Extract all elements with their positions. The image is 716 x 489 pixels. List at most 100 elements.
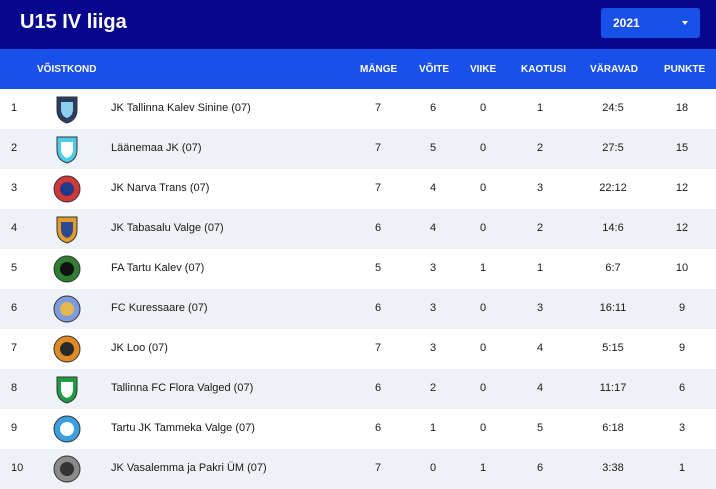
position: 2	[11, 142, 18, 154]
table-row[interactable]: 5 FA Tartu Kalev (07) 5 3 1 1 6:7 10	[0, 249, 716, 289]
team-name[interactable]: FA Tartu Kalev (07)	[111, 262, 205, 274]
header-won[interactable]: VÕITE	[419, 64, 450, 75]
team-logo-icon	[52, 94, 82, 124]
team-logo-icon	[52, 214, 82, 244]
draw: 0	[479, 422, 487, 434]
played: 7	[374, 342, 382, 354]
team-name[interactable]: JK Tabasalu Valge (07)	[111, 222, 224, 234]
points: 6	[678, 382, 686, 394]
lost: 4	[536, 382, 544, 394]
played: 6	[374, 422, 382, 434]
draw: 0	[479, 302, 487, 314]
table-row[interactable]: 6 FC Kuressaare (07) 6 3 0 3 16:11 9	[0, 289, 716, 329]
team-logo-icon	[52, 134, 82, 164]
goals: 11:17	[599, 382, 627, 394]
table-row[interactable]: 7 JK Loo (07) 7 3 0 4 5:15 9	[0, 329, 716, 369]
points: 9	[678, 342, 686, 354]
draw: 0	[479, 142, 487, 154]
table-row[interactable]: 1 JK Tallinna Kalev Sinine (07) 7 6 0 1 …	[0, 89, 716, 129]
position: 3	[11, 182, 18, 194]
draw: 0	[479, 182, 487, 194]
season-select-value: 2021	[613, 16, 640, 30]
position: 8	[11, 382, 18, 394]
points: 12	[675, 222, 689, 234]
team-logo-icon	[52, 254, 82, 284]
position: 4	[11, 222, 18, 234]
header-played[interactable]: MÄNGE	[360, 64, 398, 75]
team-logo-icon	[52, 334, 82, 364]
position: 9	[11, 422, 18, 434]
played: 7	[374, 182, 382, 194]
draw: 0	[479, 342, 487, 354]
table-row[interactable]: 4 JK Tabasalu Valge (07) 6 4 0 2 14:6 12	[0, 209, 716, 249]
won: 4	[429, 182, 437, 194]
team-logo-icon	[52, 294, 82, 324]
played: 7	[374, 462, 382, 474]
won: 4	[429, 222, 437, 234]
team-name[interactable]: Läänemaa JK (07)	[111, 142, 202, 154]
played: 7	[374, 142, 382, 154]
team-name[interactable]: JK Loo (07)	[111, 342, 168, 354]
won: 5	[429, 142, 437, 154]
team-logo-icon	[52, 454, 82, 484]
goals: 3:38	[602, 462, 624, 474]
lost: 1	[536, 102, 544, 114]
table-header: VÕISTKOND MÄNGE VÕITE VIIKE KAOTUSI VÄRA…	[0, 49, 716, 89]
points: 18	[675, 102, 689, 114]
team-name[interactable]: JK Narva Trans (07)	[111, 182, 210, 194]
lost: 2	[536, 142, 544, 154]
team-name[interactable]: FC Kuressaare (07)	[111, 302, 208, 314]
won: 2	[429, 382, 437, 394]
table-row[interactable]: 3 JK Narva Trans (07) 7 4 0 3 22:12 12	[0, 169, 716, 209]
won: 3	[429, 302, 437, 314]
table-row[interactable]: 2 Läänemaa JK (07) 7 5 0 2 27:5 15	[0, 129, 716, 169]
season-select[interactable]: 2021	[601, 8, 700, 38]
lost: 3	[536, 182, 544, 194]
draw: 0	[479, 382, 487, 394]
lost: 2	[536, 222, 544, 234]
lost: 6	[536, 462, 544, 474]
table-row[interactable]: 9 Tartu JK Tammeka Valge (07) 6 1 0 5 6:…	[0, 409, 716, 449]
header-lost[interactable]: KAOTUSI	[521, 64, 566, 75]
team-name[interactable]: JK Tallinna Kalev Sinine (07)	[111, 102, 251, 114]
goals: 5:15	[602, 342, 624, 354]
goals: 14:6	[602, 222, 624, 234]
points: 10	[675, 262, 689, 274]
position: 6	[11, 302, 18, 314]
team-name[interactable]: JK Vasalemma ja Pakri ÜM (07)	[111, 462, 267, 474]
points: 15	[675, 142, 689, 154]
team-logo-icon	[52, 174, 82, 204]
header-draw[interactable]: VIIKE	[470, 64, 497, 75]
won: 3	[429, 262, 437, 274]
position: 1	[11, 102, 18, 114]
won: 6	[429, 102, 437, 114]
team-name[interactable]: Tartu JK Tammeka Valge (07)	[111, 422, 255, 434]
lost: 5	[536, 422, 544, 434]
draw: 1	[479, 462, 487, 474]
table-row[interactable]: 8 Tallinna FC Flora Valged (07) 6 2 0 4 …	[0, 369, 716, 409]
goals: 27:5	[602, 142, 624, 154]
played: 6	[374, 222, 382, 234]
points: 3	[678, 422, 686, 434]
team-logo-icon	[52, 374, 82, 404]
top-bar: U15 IV liiga 2021	[0, 0, 716, 49]
draw: 0	[479, 102, 487, 114]
chevron-down-icon	[682, 21, 688, 25]
header-goals[interactable]: VÄRAVAD	[590, 64, 638, 75]
draw: 0	[479, 222, 487, 234]
header-points[interactable]: PUNKTE	[664, 64, 706, 75]
points: 9	[678, 302, 686, 314]
played: 6	[374, 382, 382, 394]
position: 10	[11, 462, 24, 474]
played: 5	[374, 262, 382, 274]
header-team[interactable]: VÕISTKOND	[37, 64, 97, 75]
points: 12	[675, 182, 689, 194]
draw: 1	[479, 262, 487, 274]
team-name[interactable]: Tallinna FC Flora Valged (07)	[111, 382, 254, 394]
won: 0	[429, 462, 437, 474]
team-logo-icon	[52, 414, 82, 444]
table-row[interactable]: 10 JK Vasalemma ja Pakri ÜM (07) 7 0 1 6…	[0, 449, 716, 489]
page-title: U15 IV liiga	[20, 11, 127, 33]
goals: 22:12	[599, 182, 627, 194]
played: 6	[374, 302, 382, 314]
